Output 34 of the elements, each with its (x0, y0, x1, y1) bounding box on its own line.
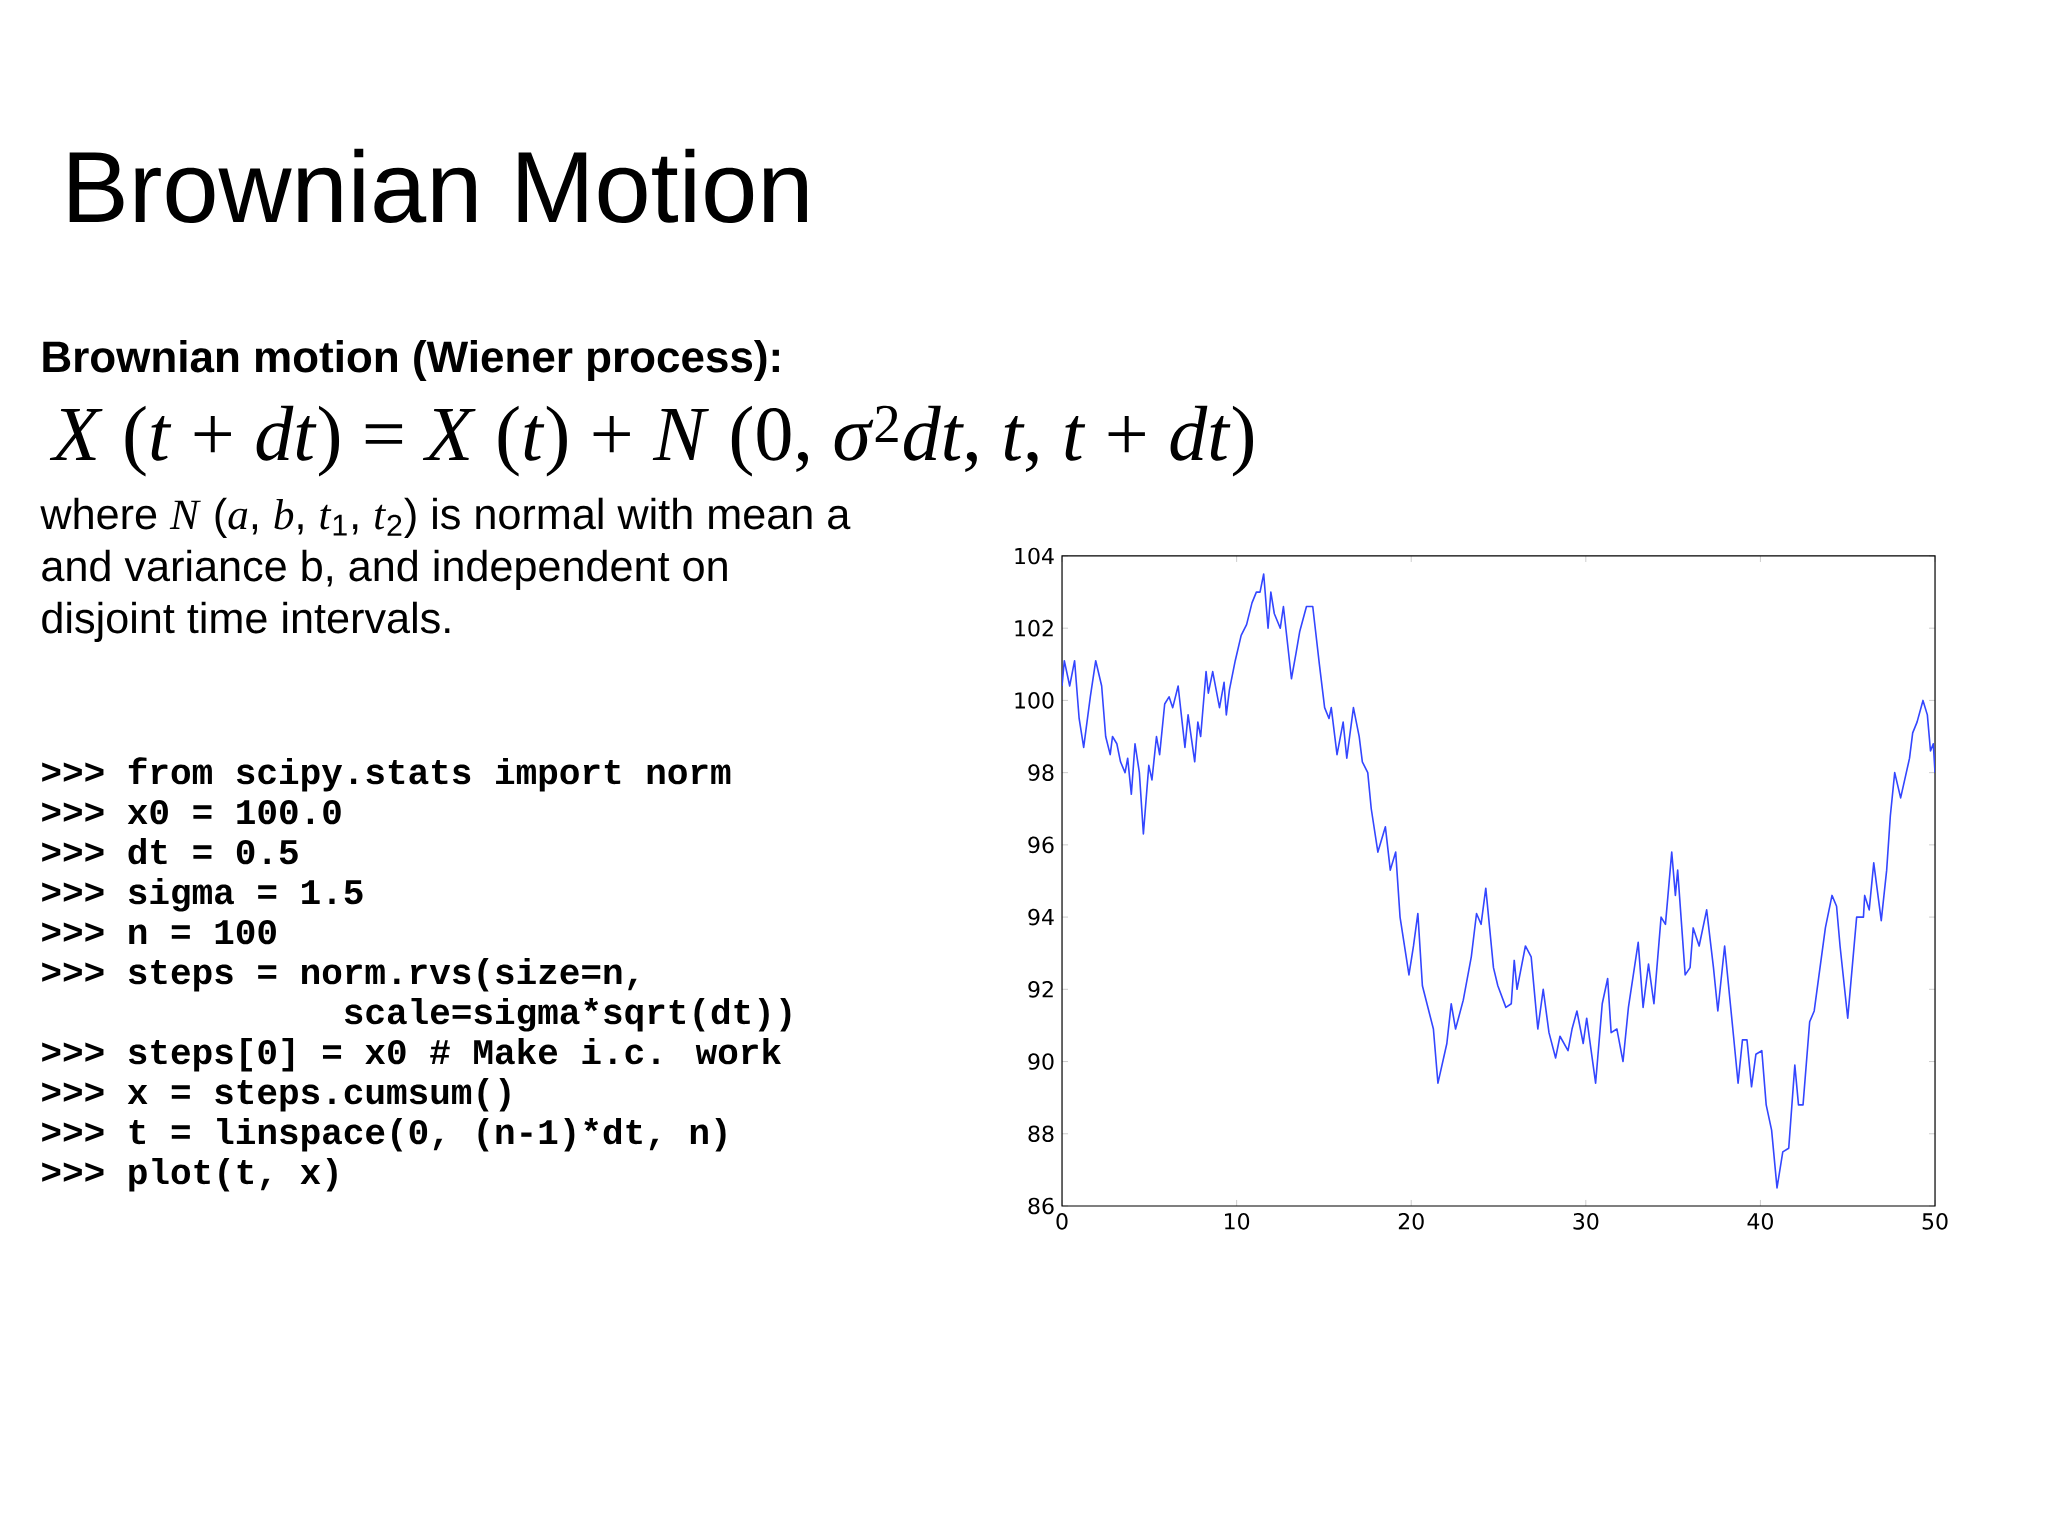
text: >>> dt = 0.5 (42, 837, 298, 865)
text: >>> n = 100 (42, 919, 276, 945)
text: >>> steps = norm.rvs(size=n, (42, 957, 637, 992)
y-tick-label: 100 (1015, 692, 1054, 709)
x-tick-label: 30 (1573, 1213, 1599, 1230)
chart-title: Brownian Motion (69, 148, 807, 223)
x-tick-label: 0 (1056, 1213, 1068, 1230)
y-tick-label: 104 (1015, 547, 1054, 565)
text: X (t + dt) = X (t) + N (0, σ$^{2}$dt, t, t + dt) (49, 405, 1254, 477)
text: Brownian motion (Wiener process): (43, 340, 779, 382)
text: scale=sigma*sqrt(dt)) (344, 997, 791, 1032)
x-tick-label: 20 (1398, 1213, 1424, 1230)
x-tick-label: 50 (1922, 1213, 1948, 1230)
text: >>> t = linspace(0, (n-1)*dt, n) (42, 1117, 726, 1152)
y-tick-label: 90 (1028, 1053, 1054, 1070)
line-series (1062, 573, 1936, 1189)
text: where N (a, b, t$_{1}$, t$_{2}$) is normal with mean a (40, 497, 851, 538)
y-tick-label: 94 (1028, 908, 1054, 926)
y-tick-label: 98 (1028, 764, 1054, 781)
x-tick-label: 40 (1747, 1213, 1773, 1230)
y-tick-label: 92 (1028, 980, 1053, 998)
text: >>> x = steps.cumsum() (42, 1077, 510, 1112)
text: >>> x0 = 100.0 (42, 799, 341, 825)
y-tick-label: 102 (1015, 619, 1053, 637)
text: disjoint time intervals. (42, 601, 450, 642)
text: and variance b, and independent on (42, 549, 727, 590)
y-tick-label: 88 (1028, 1125, 1054, 1143)
y-tick-label: 96 (1028, 836, 1054, 854)
text: >>> steps[0] = x0 # Make i.c. work (42, 1037, 781, 1072)
text: >>> plot(t, x) (42, 1157, 337, 1192)
y-tick-label: 86 (1028, 1197, 1054, 1215)
text: >>> sigma = 1.5 (42, 877, 363, 912)
x-tick-label: 10 (1225, 1213, 1250, 1230)
text: >>> from scipy.stats import norm (42, 757, 731, 792)
